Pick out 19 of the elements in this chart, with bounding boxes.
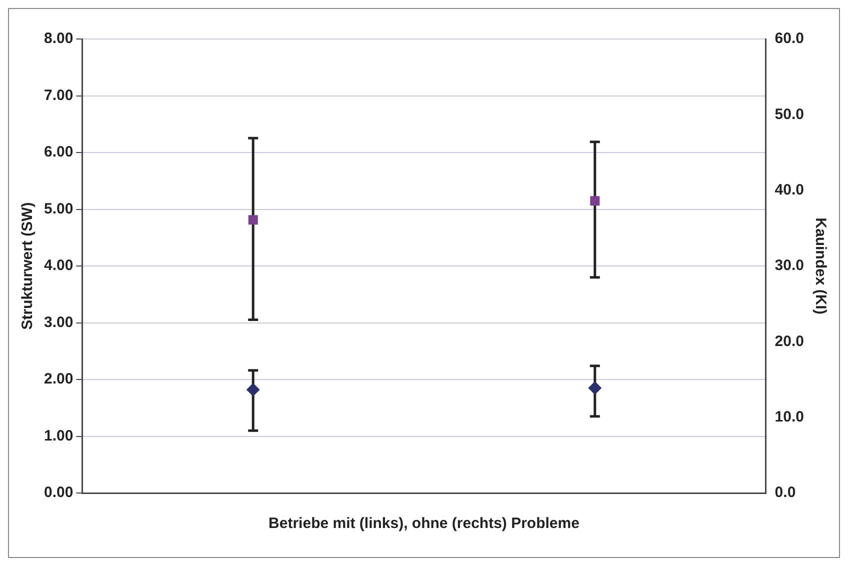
y-tick-label: 1.00	[44, 427, 74, 444]
y2-tick-label: 10.0	[774, 408, 804, 426]
x-axis-title: Betriebe mit (links), ohne (rechts) Probleme	[268, 515, 580, 532]
y2-tick-label: 50.0	[774, 106, 804, 123]
y-tick-label: 7.00	[44, 86, 74, 104]
y2-tick-label: 20.0	[774, 332, 804, 350]
y-tick-label: 0.00	[44, 484, 74, 502]
y-tick-label: 5.00	[44, 200, 74, 218]
y2-tick-label: 0.0	[774, 484, 796, 502]
y-tick-label: 4.00	[44, 257, 74, 274]
y-axis-title: Strukturwert (SW)	[19, 202, 36, 330]
y2-tick-label: 30.0	[774, 257, 804, 274]
y2-tick-label: 40.0	[774, 181, 804, 198]
y-tick-label: 6.00	[44, 144, 74, 161]
y-tick-label: 2.00	[44, 370, 74, 388]
y-tick-label: 3.00	[44, 314, 74, 331]
y-tick-label: 8.00	[44, 30, 74, 48]
y2-axis-title: Kauindex (KI)	[812, 218, 829, 314]
y2-tick-label: 60.0	[774, 30, 804, 48]
